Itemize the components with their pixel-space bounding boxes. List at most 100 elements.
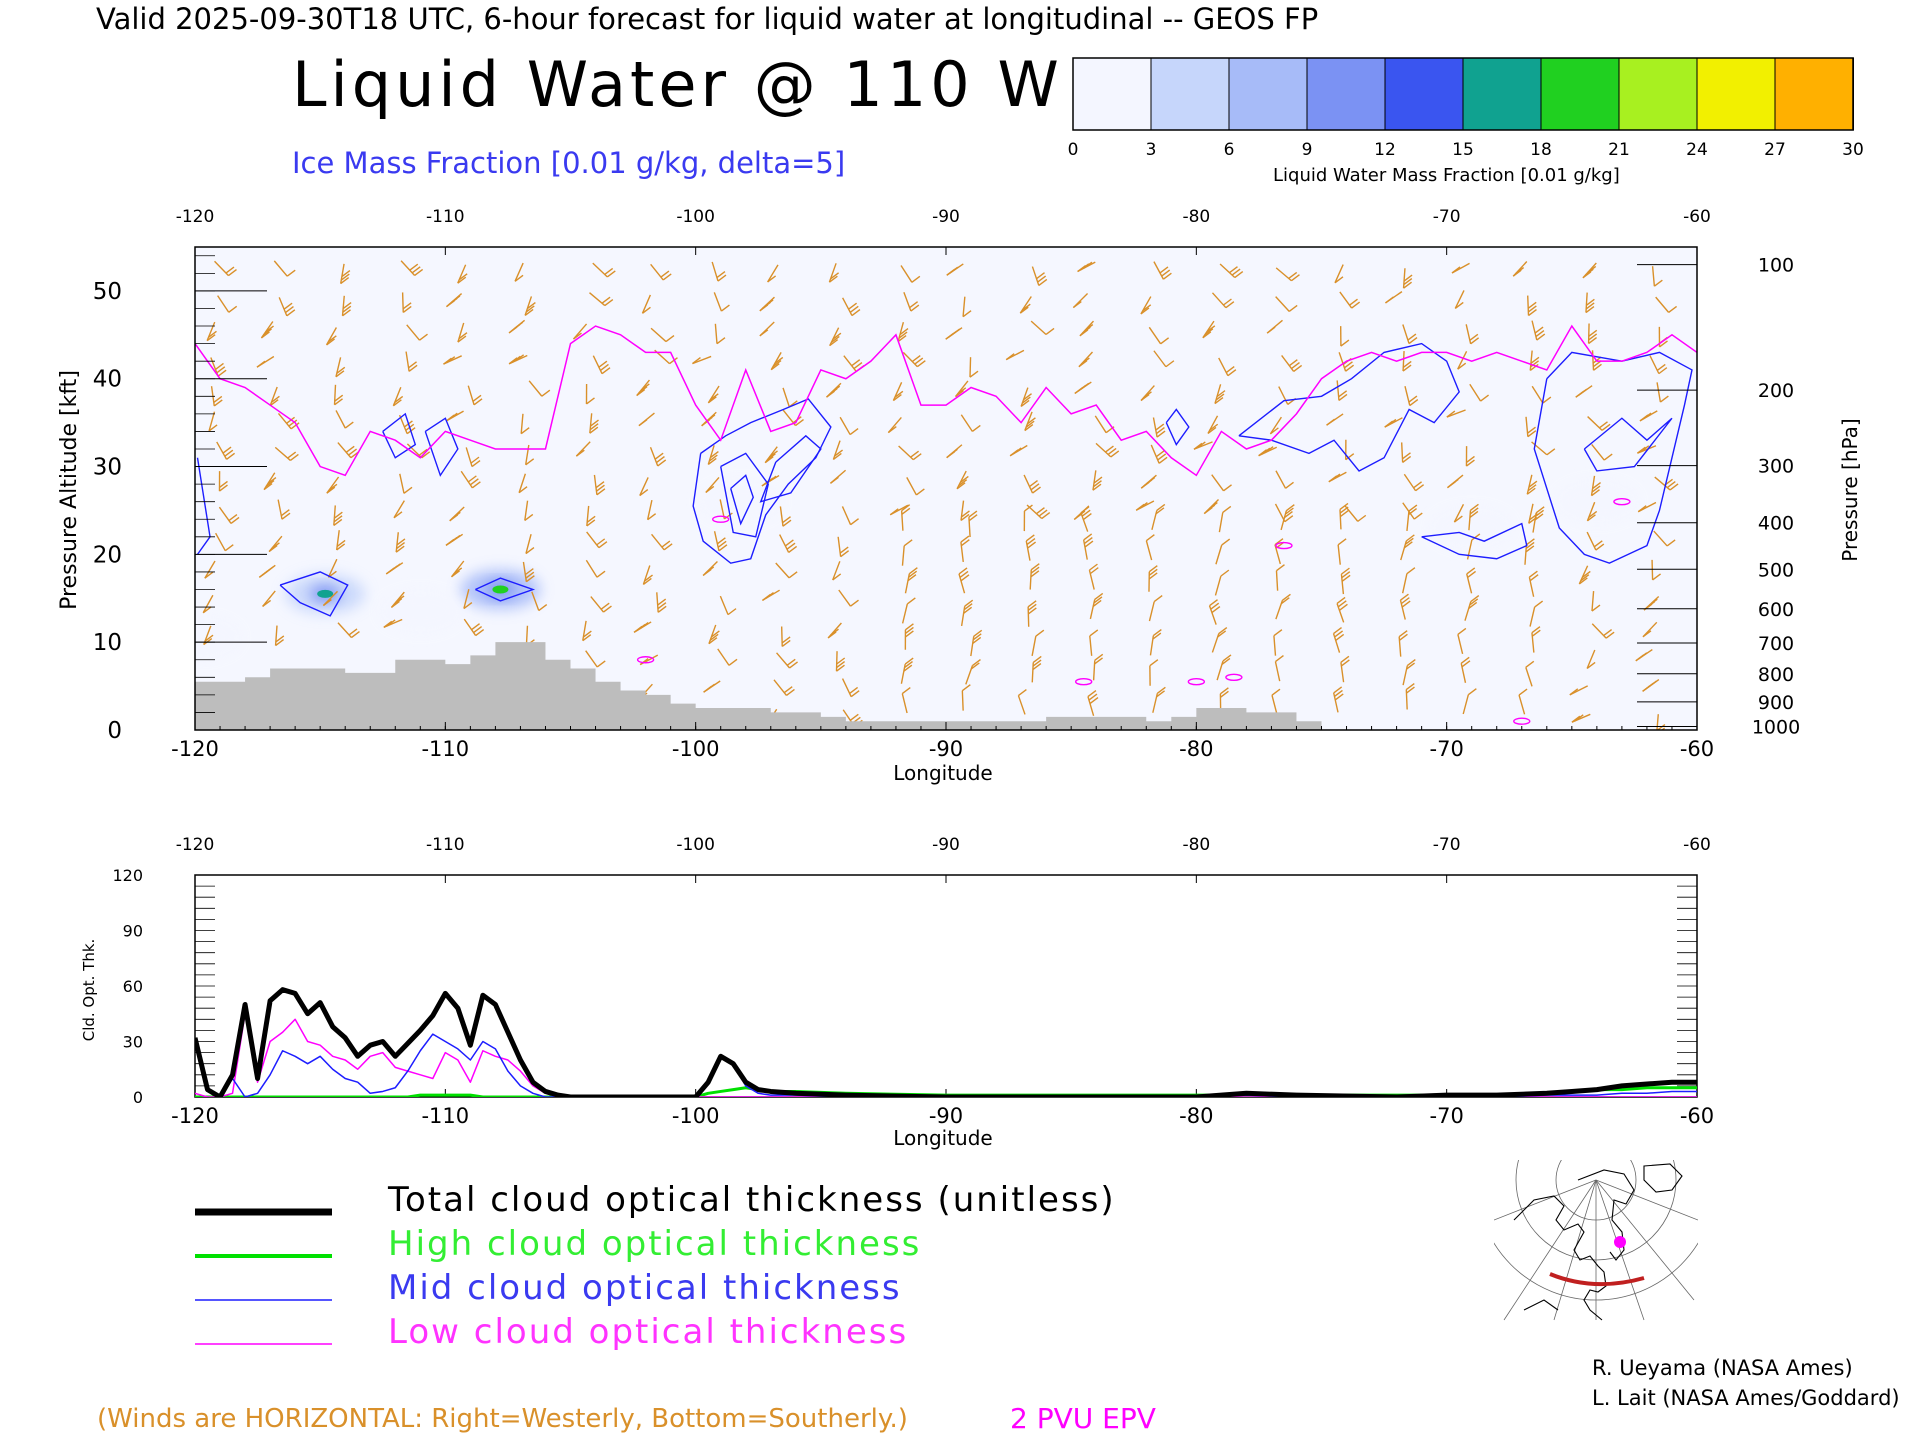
- wind-barb: [1218, 357, 1237, 377]
- ice-contour: [1421, 522, 1528, 560]
- colorbar-tick-label: 6: [1224, 140, 1235, 160]
- wind-barb: [945, 327, 963, 340]
- wind-barb: [1258, 446, 1278, 457]
- wind-barb: [692, 355, 712, 365]
- wind-barb: [1586, 531, 1605, 551]
- wind-barb: [1149, 628, 1162, 656]
- wind-barb: [592, 262, 616, 278]
- opt-x-tick-label-top: -100: [676, 835, 715, 855]
- y-tick-label: 30: [93, 455, 122, 481]
- wind-barb: [1518, 688, 1528, 715]
- wind-barb: [1526, 474, 1538, 495]
- wind-barb: [892, 382, 904, 402]
- wind-barb: [1073, 505, 1090, 521]
- epv-blob: [1613, 497, 1631, 506]
- locator-map: [1494, 1160, 1698, 1322]
- y-axis-label: Pressure Altitude [kft]: [57, 370, 82, 610]
- epv-blob: [1513, 717, 1531, 725]
- wind-barb: [1462, 688, 1477, 715]
- plot-background: [195, 247, 1697, 730]
- wind-barb: [446, 293, 463, 308]
- wind-barb: [767, 264, 779, 283]
- wind-barb: [1654, 476, 1679, 491]
- wind-barb: [463, 618, 485, 637]
- wind-barb: [1332, 626, 1345, 653]
- wind-barb: [406, 443, 431, 459]
- x-tick-label: -80: [1179, 737, 1213, 761]
- wind-barb: [1446, 409, 1466, 418]
- y-tick-label: 0: [107, 718, 122, 744]
- wind-barb: [970, 629, 983, 657]
- wind-barb: [759, 321, 775, 337]
- legend-total-label: Total cloud optical thickness (unitless): [388, 1180, 1116, 1220]
- legend-high-label: High cloud optical thickness: [388, 1224, 922, 1264]
- wind-barb: [713, 531, 728, 552]
- opt-y-tick-label: 60: [123, 977, 143, 996]
- wind-barb: [954, 380, 969, 398]
- opt-x-tick-label: -80: [1179, 1104, 1213, 1128]
- ice-contour: [382, 412, 417, 459]
- wind-barb: [1024, 411, 1036, 432]
- wind-barb: [514, 262, 524, 282]
- wind-barb: [1345, 439, 1355, 461]
- wind-barb: [1512, 261, 1528, 277]
- wind-barb: [649, 447, 667, 467]
- wind-barb: [1590, 475, 1602, 497]
- wind-barb: [585, 383, 595, 405]
- pressure-tick-label: 100: [1758, 255, 1794, 277]
- colorbar-tick-label: 9: [1302, 140, 1313, 160]
- wind-barb: [263, 472, 277, 491]
- opt-x-tick-label-top: -90: [932, 835, 960, 855]
- wind-barb: [1453, 503, 1465, 523]
- wind-barb: [1457, 350, 1468, 370]
- wind-barb: [520, 413, 530, 435]
- wind-barb: [274, 446, 299, 462]
- wind-barb: [1651, 266, 1663, 287]
- wind-barb: [904, 623, 914, 650]
- wind-barb: [333, 384, 344, 406]
- wind-barb: [960, 500, 970, 522]
- wind-barb: [589, 292, 614, 307]
- epv-blob: [1275, 541, 1293, 550]
- wind-barb: [707, 445, 719, 466]
- wind-barb: [1585, 292, 1595, 314]
- legend-mid-label: Mid cloud optical thickness: [388, 1268, 902, 1308]
- x-axis-label: Longitude: [893, 761, 992, 785]
- wind-barb: [1140, 474, 1157, 489]
- chart-title: Liquid Water @ 110 W: [292, 48, 1063, 121]
- wind-barb: [1092, 470, 1103, 491]
- colorbar-tick-label: 15: [1452, 140, 1474, 160]
- legend-low-label: Low cloud optical thickness: [388, 1312, 909, 1352]
- wind-barb: [525, 534, 535, 555]
- wind-barb: [1211, 292, 1235, 309]
- wind-barb: [273, 260, 296, 277]
- opt-y-tick-label: 120: [112, 866, 143, 885]
- wind-barb: [900, 504, 911, 531]
- epv-note: 2 PVU EPV: [1010, 1402, 1156, 1435]
- wind-barb: [582, 620, 592, 642]
- ice-contour: [1583, 417, 1673, 472]
- wind-barb: [333, 505, 343, 526]
- opt-y-tick-label: 30: [123, 1033, 143, 1052]
- wind-barb: [1591, 623, 1615, 639]
- wind-barb: [337, 442, 360, 459]
- ice-contour: [1165, 408, 1190, 446]
- wind-barb: [1525, 416, 1537, 438]
- wind-barb: [1337, 538, 1347, 565]
- epv-blob: [712, 515, 730, 523]
- wind-barb: [1531, 441, 1556, 456]
- wind-barb: [215, 532, 234, 552]
- wind-barb: [457, 264, 468, 284]
- wind-barb: [1193, 441, 1213, 450]
- wind-barb: [1281, 355, 1303, 372]
- liquid-water-cell: [380, 591, 461, 632]
- wind-barb: [1586, 649, 1596, 670]
- x-tick-label: -60: [1680, 737, 1714, 761]
- wind-barb: [1326, 413, 1344, 426]
- wind-barb: [1635, 649, 1653, 662]
- wind-barb: [1152, 686, 1166, 713]
- wind-barb: [713, 292, 730, 312]
- wind-barb: [1215, 538, 1231, 565]
- wind-barb: [960, 599, 974, 627]
- wind-barb: [901, 597, 916, 624]
